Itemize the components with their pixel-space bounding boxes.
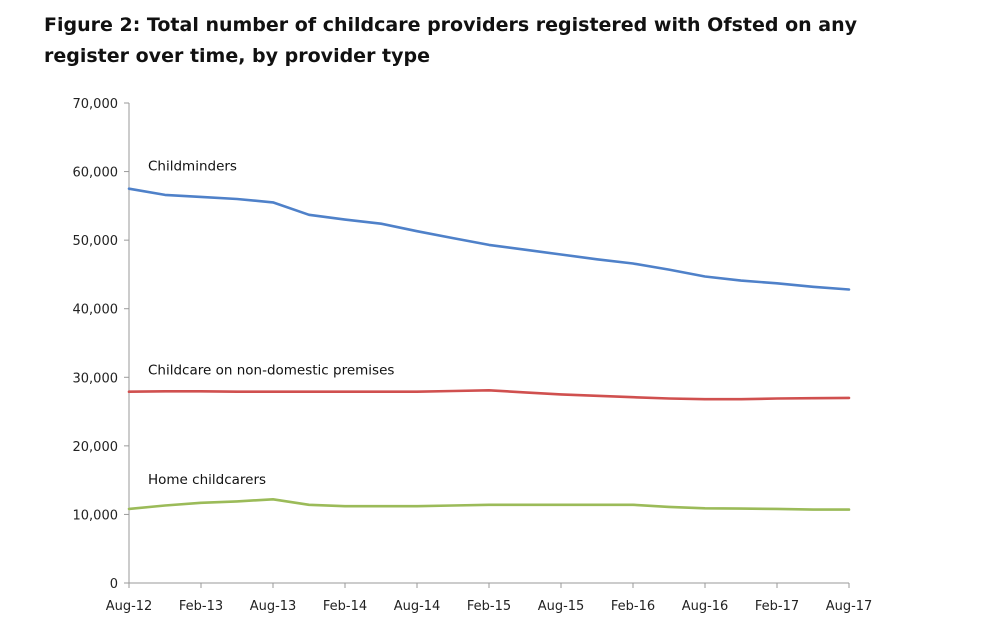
x-axis: Aug-12 Feb-13 Aug-13 Feb-14 Aug-14 Feb-15 Aug-… bbox=[106, 582, 873, 614]
x-tick-label: Aug-14 bbox=[394, 599, 441, 614]
chart-title: Figure 2: Total number of childcare prov… bbox=[44, 14, 858, 67]
y-tick-label: 20,000 bbox=[73, 440, 119, 455]
series-label-1: Childcare on non-domestic premises bbox=[148, 363, 394, 379]
y-axis: 0 10,000 20,000 30,000 40,000 50,000 60,000 70,… bbox=[73, 97, 130, 592]
y-tick-label: 0 bbox=[110, 577, 118, 592]
series-labels: Childminders Childcare on non-domestic pr… bbox=[148, 159, 394, 488]
x-tick-label: Feb-17 bbox=[755, 599, 799, 614]
x-tick-label: Feb-13 bbox=[179, 599, 223, 614]
x-tick-label: Aug-12 bbox=[106, 599, 153, 614]
series-line-2 bbox=[127, 497, 851, 511]
series-lines bbox=[127, 187, 851, 511]
y-tick-label: 40,000 bbox=[73, 303, 119, 318]
x-tick-label: Aug-15 bbox=[538, 599, 585, 614]
series-label-2: Home childcarers bbox=[148, 472, 266, 488]
x-tick-label: Feb-14 bbox=[323, 599, 367, 614]
y-tick-label: 30,000 bbox=[73, 371, 119, 386]
series-line-0 bbox=[127, 187, 851, 291]
y-tick-label: 70,000 bbox=[73, 97, 119, 112]
x-tick-label: Aug-17 bbox=[826, 599, 873, 614]
x-tick-label: Feb-16 bbox=[611, 599, 655, 614]
x-tick-label: Feb-15 bbox=[467, 599, 511, 614]
x-tick-label: Aug-16 bbox=[682, 599, 729, 614]
series-label-0: Childminders bbox=[148, 159, 237, 175]
x-tick-label: Aug-13 bbox=[250, 599, 297, 614]
y-tick-label: 50,000 bbox=[73, 234, 119, 249]
y-tick-label: 10,000 bbox=[73, 508, 119, 523]
y-tick-label: 60,000 bbox=[73, 166, 119, 181]
series-line-1 bbox=[127, 388, 851, 401]
